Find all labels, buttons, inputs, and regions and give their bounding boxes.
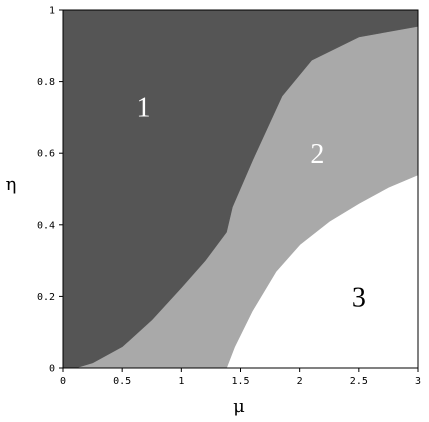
y-tick-label: 0.4 xyxy=(37,220,55,231)
x-tick-label: 2 xyxy=(297,376,303,387)
x-tick-label: 0 xyxy=(60,376,66,387)
regions-layer xyxy=(62,9,419,369)
y-tick-label: 0 xyxy=(49,364,55,375)
y-axis-label: η xyxy=(6,174,17,195)
region-label-2: 2 xyxy=(310,139,324,170)
boundary-line-2-3 xyxy=(225,174,419,369)
region-label-3: 3 xyxy=(352,282,366,313)
x-tick-label: 1 xyxy=(178,376,184,387)
y-tick-label: 0.6 xyxy=(37,149,55,160)
x-tick-label: 2.5 xyxy=(350,376,368,387)
region-label-1: 1 xyxy=(136,93,150,124)
y-tick-label: 0.2 xyxy=(37,292,55,303)
x-tick-label: 0.5 xyxy=(113,376,131,387)
x-tick-label: 1.5 xyxy=(231,376,249,387)
region-labels-layer: 1 2 3 xyxy=(136,93,365,314)
y-tick-label: 1 xyxy=(49,6,55,17)
x-tick-label: 3 xyxy=(415,376,421,387)
x-axis-label: μ xyxy=(233,396,245,417)
y-tick-label: 0.8 xyxy=(37,77,55,88)
ticks-layer: 0 0.5 1 1.5 2 2.5 3 0 0.2 0.4 0.6 0.8 1 xyxy=(37,6,421,388)
boundary-line-1-2 xyxy=(74,25,419,369)
